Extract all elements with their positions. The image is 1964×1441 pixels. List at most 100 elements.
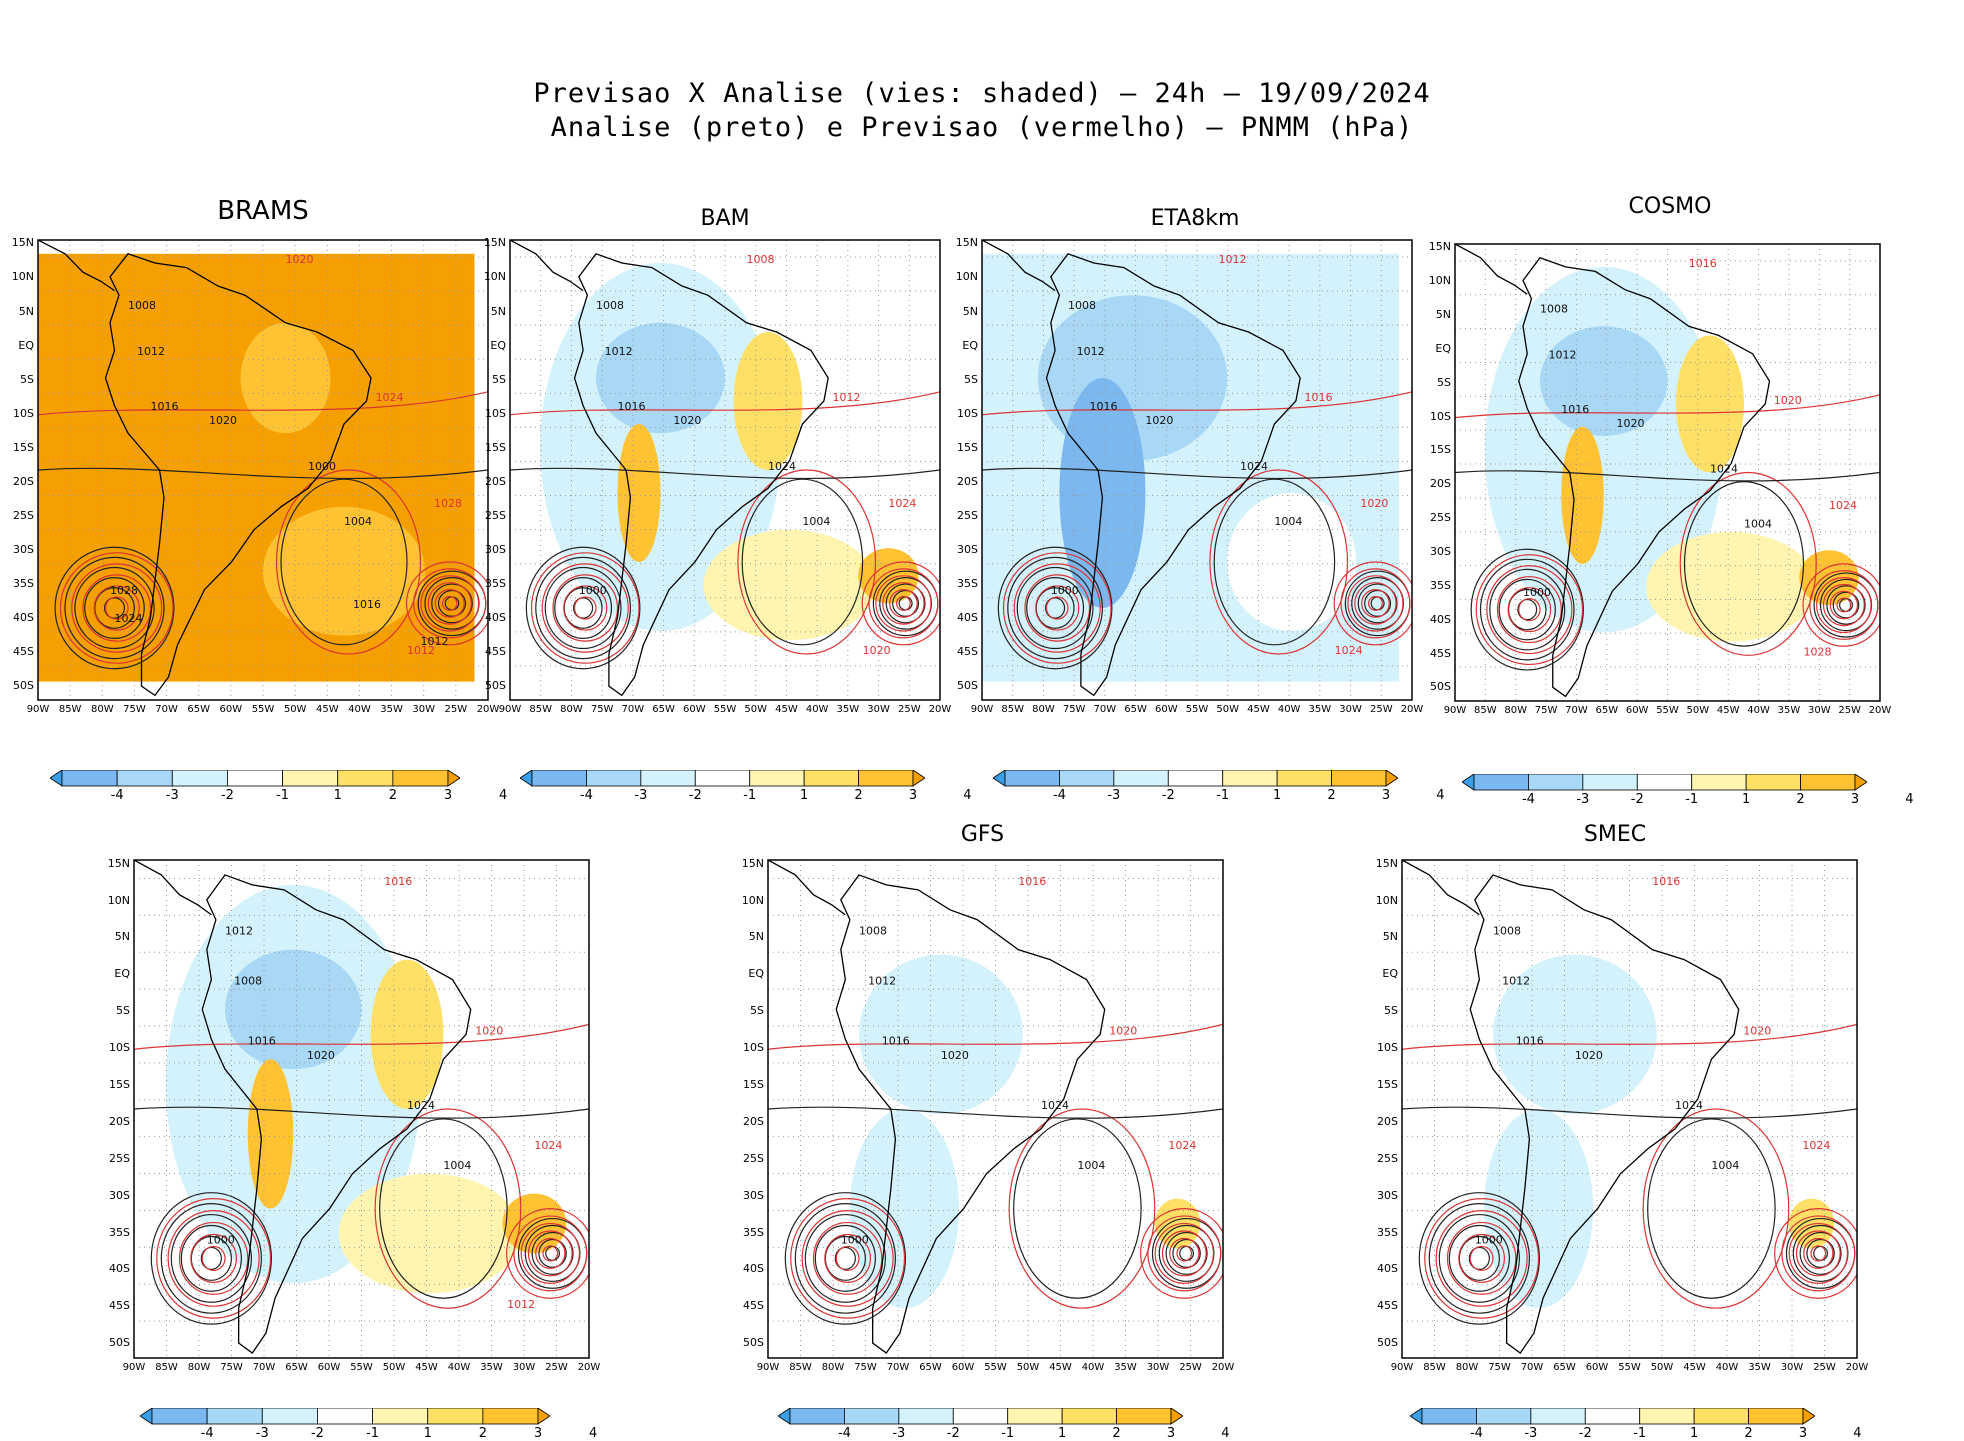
colorbar-segment — [586, 770, 642, 787]
lon-tick-label: 40W — [1277, 704, 1301, 715]
isobar-forecast — [1361, 589, 1390, 618]
map-frame — [1454, 243, 1881, 702]
isobar-analysis — [1045, 597, 1066, 619]
lat-tick-label: 25S — [13, 509, 34, 522]
isobar-analysis — [510, 467, 940, 480]
lon-tick-label: 85W — [155, 1362, 178, 1373]
isobar-forecast — [506, 1208, 589, 1299]
lat-tick-label: 10N — [1428, 274, 1451, 288]
lat-tick-label: 5N — [1435, 308, 1451, 322]
colorbar-segment — [1636, 774, 1693, 791]
bias-shade — [859, 954, 1023, 1114]
colorbar-label: -2 — [220, 788, 234, 803]
colorbar-segment — [1061, 1408, 1117, 1425]
lon-tick-label: 80W — [821, 1362, 845, 1373]
isobar-analysis — [431, 583, 473, 624]
lon-tick-label: 45W — [1716, 705, 1740, 716]
bias-shade — [596, 322, 725, 434]
lon-tick-label: 45W — [775, 704, 798, 715]
colorbar-label: 1 — [423, 1426, 432, 1441]
isobar-label: 1016 — [353, 598, 381, 611]
colorbar-label: -3 — [165, 788, 179, 803]
isobar-forecast — [520, 1222, 581, 1284]
map-panel-brams: 1008 1012 1016 1020 1000 1004 1028 1024 1012 1016… — [12, 236, 500, 730]
isobar-analysis — [1683, 481, 1805, 647]
isobar-label: 1016 — [384, 875, 412, 888]
isobar-label: 1008 — [1068, 299, 1096, 312]
lon-tick-label: 30W — [512, 1362, 536, 1373]
colorbar-label: -1 — [743, 788, 757, 803]
isobar-analysis — [150, 1192, 273, 1325]
plot-area: 1008 1012 1016 1020 1000 1004 1028 1024 1012 1016… — [38, 240, 488, 700]
lat-tick-label: 15S — [13, 440, 34, 454]
lat-tick-label: 5N — [962, 304, 978, 318]
isobar-forecast — [1802, 563, 1880, 647]
colorbar-label: 3 — [908, 788, 918, 803]
colorbar-segment — [337, 770, 394, 787]
isobar-label: 1020 — [1743, 1024, 1771, 1037]
isobar-analysis — [794, 1203, 896, 1314]
colorbar-label: -1 — [1633, 1426, 1647, 1441]
isobar-analysis — [54, 546, 175, 670]
isobar-forecast — [275, 469, 422, 655]
bias-shade — [165, 884, 421, 1284]
isobar-label: 1008 — [859, 925, 887, 938]
lon-tick-label: 60W — [219, 704, 243, 715]
colorbar-segment — [261, 1408, 318, 1425]
plot-area: 1008 1012 1016 1020 1024 1004 1000 1016 1020 1024… — [1455, 244, 1880, 701]
lon-tick-label: 25W — [1179, 1362, 1202, 1373]
lon-tick-label: 30W — [412, 704, 436, 715]
colorbar-label: 1 — [333, 788, 342, 803]
panel-title-gfs: GFS — [960, 822, 1005, 847]
isobar-label: 1012 — [507, 1298, 535, 1311]
isobar-label: 1008 — [1493, 925, 1521, 938]
isobar-forecast — [1458, 1233, 1505, 1283]
lat-tick-label: EQ — [748, 967, 764, 981]
south-america-outline — [1518, 256, 1771, 698]
isobar-analysis — [1826, 585, 1866, 625]
isobar-label: 1016 — [151, 400, 179, 413]
isobar-label: 1024 — [768, 460, 796, 473]
isobar-analysis — [1165, 1231, 1208, 1275]
isobar-forecast — [1435, 1209, 1528, 1307]
lat-tick-label: 45S — [1377, 1299, 1398, 1313]
isobar-forecast — [861, 561, 940, 646]
isobar-analysis — [1479, 558, 1575, 661]
lat-tick-label: 20S — [109, 1114, 130, 1128]
colorbar-label: -2 — [1630, 792, 1644, 807]
isobar-label: 1000 — [308, 460, 336, 473]
isobar-label: 1004 — [1711, 1159, 1739, 1172]
isobar-forecast — [527, 1230, 573, 1277]
isobar-forecast — [413, 568, 487, 639]
colorbar-label: -4 — [579, 788, 593, 803]
isobar-forecast — [1642, 1108, 1790, 1309]
lon-tick-label: 65W — [187, 704, 211, 715]
isobar-analysis — [554, 577, 613, 639]
colorbar-arrow-right — [1170, 1408, 1183, 1425]
lon-tick-label: 90W — [26, 704, 50, 715]
lon-tick-label: 85W — [58, 704, 82, 715]
isobar-forecast — [1486, 565, 1573, 655]
isobar-forecast — [889, 589, 918, 618]
map-svg: 1008 1012 1016 1020 1000 1004 1028 1024 1012 1016… — [37, 239, 489, 701]
lon-tick-label: 85W — [1474, 705, 1497, 716]
isobar-analysis — [1418, 1192, 1541, 1325]
plot-area: 1008 1012 1016 1020 1024 1004 1000 1016 1020 1024 — [1402, 860, 1857, 1358]
colorbar-label: 1 — [1742, 792, 1751, 807]
lat-tick-label: 50S — [957, 679, 978, 693]
colorbar-segment — [61, 770, 118, 787]
isobar-analysis — [535, 556, 631, 660]
isobar-analysis — [200, 1246, 222, 1270]
lon-tick-label: 20W — [476, 704, 500, 715]
lat-tick-label: 15S — [1377, 1078, 1398, 1092]
lat-tick-label: EQ — [1435, 341, 1451, 355]
lat-tick-label: 30S — [109, 1188, 130, 1202]
isobar-forecast — [134, 1023, 589, 1050]
isobar-label: 1024 — [1675, 1099, 1703, 1112]
lat-tick-label: 40S — [485, 611, 506, 625]
colorbar-label: -2 — [688, 788, 702, 803]
bias-shade — [338, 1173, 521, 1294]
colorbar-label: 3 — [443, 788, 453, 803]
lat-tick-label: 10N — [483, 270, 506, 284]
isobar-label: 1020 — [1774, 394, 1802, 407]
